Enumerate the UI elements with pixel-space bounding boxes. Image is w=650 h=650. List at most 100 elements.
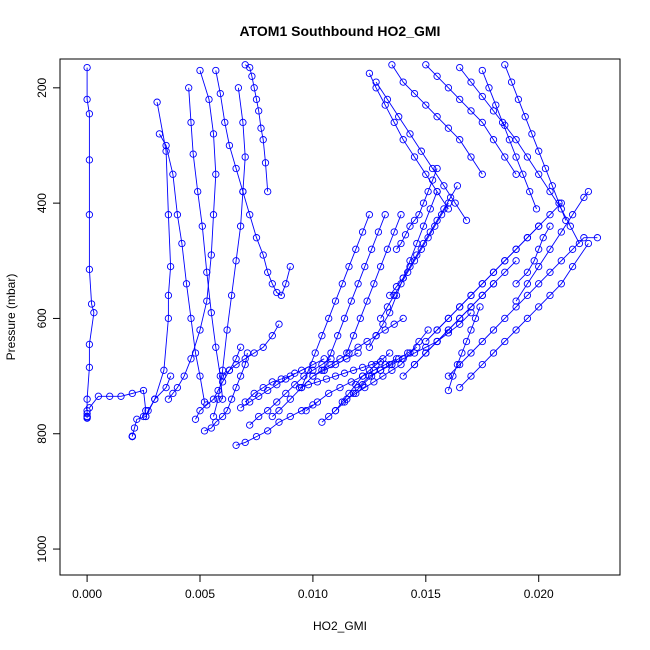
data-point bbox=[191, 349, 200, 357]
data-point bbox=[218, 412, 227, 421]
data-point bbox=[444, 386, 453, 395]
data-point bbox=[426, 228, 434, 236]
data-point bbox=[478, 360, 486, 369]
data-point bbox=[160, 366, 168, 374]
data-point bbox=[467, 291, 475, 300]
data-point bbox=[478, 66, 486, 75]
data-point bbox=[354, 349, 362, 357]
x-tick-label: 0.005 bbox=[185, 587, 215, 601]
series-line bbox=[168, 70, 217, 400]
data-point bbox=[471, 314, 480, 323]
series-35 bbox=[365, 69, 453, 213]
series-line bbox=[481, 70, 537, 210]
data-point bbox=[252, 95, 261, 104]
data-point bbox=[200, 427, 209, 435]
series-line bbox=[244, 64, 269, 192]
data-point bbox=[580, 234, 588, 242]
data-point bbox=[320, 366, 328, 374]
series-line bbox=[86, 67, 95, 419]
data-point bbox=[139, 412, 148, 421]
data-point bbox=[221, 118, 229, 127]
data-point bbox=[187, 118, 195, 127]
series-line bbox=[240, 372, 296, 409]
data-point bbox=[162, 141, 170, 150]
series-line bbox=[375, 81, 467, 221]
data-point bbox=[557, 257, 565, 265]
data-point bbox=[325, 314, 333, 323]
data-point bbox=[397, 239, 405, 248]
series-4 bbox=[155, 130, 209, 406]
data-point bbox=[349, 366, 358, 374]
series-43 bbox=[320, 211, 389, 374]
data-point bbox=[401, 231, 410, 239]
series-line bbox=[204, 352, 248, 432]
y-tick-label: 400 bbox=[35, 193, 49, 213]
data-point bbox=[535, 303, 543, 311]
series-line bbox=[380, 202, 449, 319]
data-point bbox=[128, 432, 136, 440]
data-point bbox=[327, 355, 335, 363]
data-point bbox=[164, 211, 173, 219]
data-point bbox=[489, 326, 498, 334]
data-point bbox=[286, 372, 294, 380]
data-point bbox=[489, 349, 498, 357]
data-point bbox=[456, 360, 464, 369]
data-point bbox=[584, 187, 593, 196]
data-point bbox=[225, 366, 234, 374]
series-39 bbox=[456, 63, 584, 248]
data-point bbox=[428, 164, 437, 173]
data-point bbox=[419, 222, 428, 230]
data-point bbox=[275, 418, 283, 426]
data-point bbox=[166, 262, 175, 271]
series-44 bbox=[343, 211, 405, 357]
data-point bbox=[349, 389, 358, 398]
data-point bbox=[388, 366, 396, 374]
series-7 bbox=[191, 343, 245, 423]
data-point bbox=[370, 378, 378, 386]
data-point bbox=[467, 309, 475, 317]
data-point bbox=[345, 262, 353, 271]
data-point bbox=[523, 280, 532, 288]
data-point bbox=[203, 268, 211, 276]
series-line bbox=[188, 87, 224, 400]
data-point bbox=[207, 251, 215, 259]
data-point bbox=[268, 280, 276, 288]
data-point bbox=[365, 69, 374, 78]
series-line bbox=[305, 358, 397, 412]
data-point bbox=[259, 136, 267, 144]
data-point bbox=[133, 415, 141, 423]
data-point bbox=[548, 182, 556, 190]
data-point bbox=[478, 280, 486, 288]
data-point bbox=[523, 153, 532, 161]
data-point bbox=[478, 170, 486, 178]
data-point bbox=[223, 326, 231, 334]
data-point bbox=[209, 412, 218, 421]
data-point bbox=[225, 141, 234, 150]
data-point bbox=[264, 407, 272, 415]
series-15 bbox=[246, 355, 335, 429]
data-point bbox=[433, 113, 441, 121]
data-point bbox=[593, 234, 602, 242]
data-point bbox=[331, 297, 340, 305]
data-point bbox=[417, 147, 425, 155]
data-point bbox=[489, 280, 498, 288]
data-point bbox=[521, 113, 529, 121]
data-point bbox=[277, 291, 285, 300]
data-point bbox=[467, 326, 475, 334]
data-point bbox=[212, 66, 220, 75]
series-42 bbox=[297, 211, 374, 392]
data-point bbox=[440, 205, 448, 213]
series-5 bbox=[164, 66, 220, 403]
data-point bbox=[370, 280, 378, 288]
data-point bbox=[478, 337, 486, 346]
data-point bbox=[232, 164, 240, 173]
data-point bbox=[85, 110, 94, 118]
data-point bbox=[241, 153, 249, 161]
data-point bbox=[501, 61, 509, 69]
data-point bbox=[302, 407, 310, 415]
data-point bbox=[85, 265, 94, 274]
series-37 bbox=[388, 61, 486, 178]
data-point bbox=[410, 360, 419, 369]
data-point bbox=[467, 78, 475, 86]
series-8 bbox=[200, 349, 252, 435]
